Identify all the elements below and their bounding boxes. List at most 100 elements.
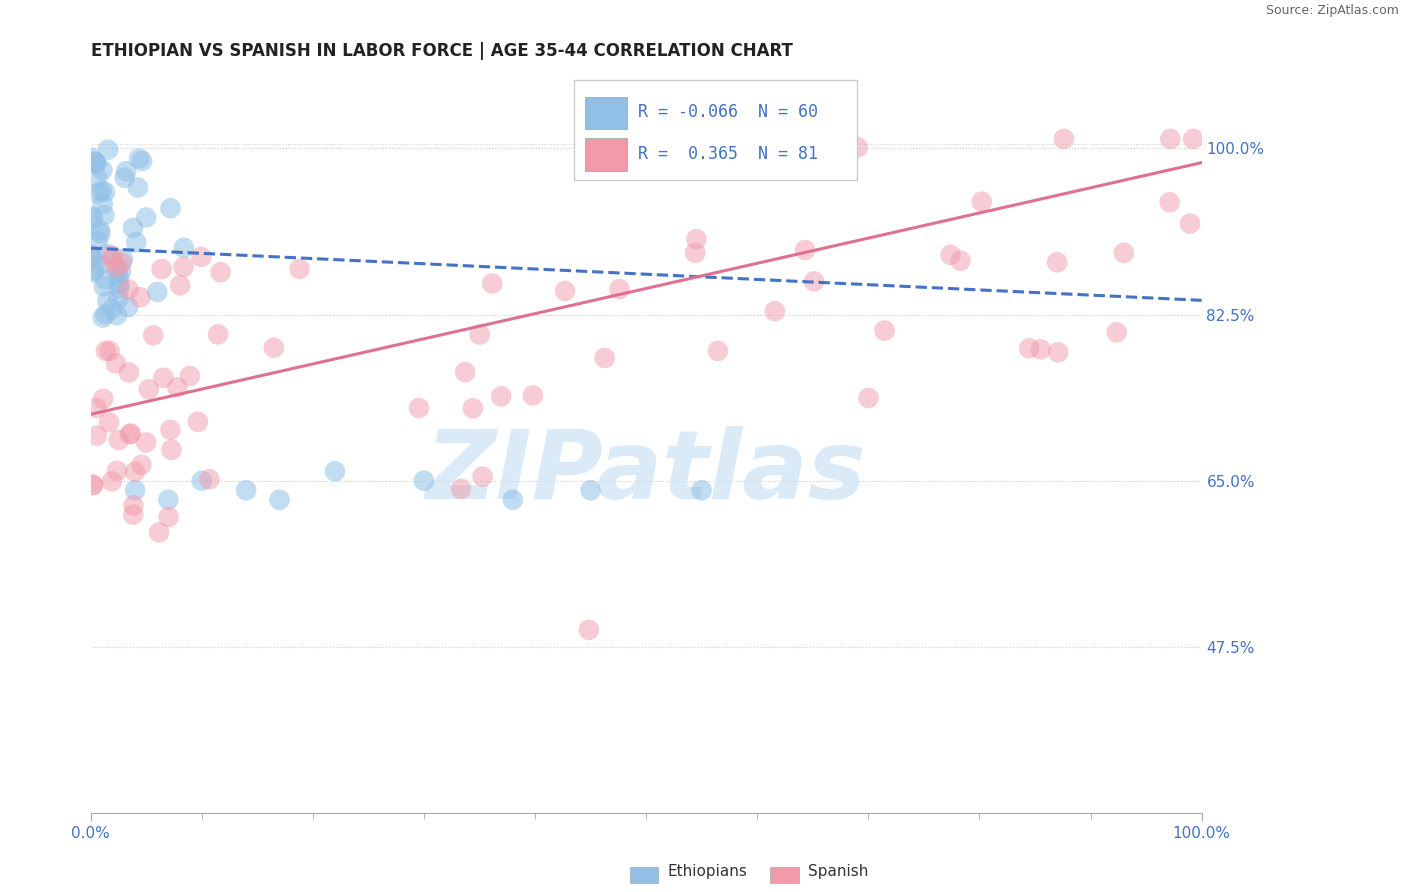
Point: [93, 279, 115, 293]
Point: [108, 277, 131, 291]
Point: [152, 371, 174, 385]
Point: [148, 525, 170, 540]
Point: [124, 465, 146, 479]
Point: [98, 343, 121, 358]
Point: [82, 478, 104, 492]
Point: [1029, 343, 1052, 357]
Point: [115, 164, 138, 178]
Point: [593, 351, 616, 365]
Point: [138, 382, 160, 396]
Point: [468, 327, 491, 342]
Point: [949, 253, 972, 268]
Point: [579, 483, 602, 498]
FancyBboxPatch shape: [585, 97, 627, 129]
Point: [80, 249, 103, 263]
Point: [90, 184, 112, 198]
Point: [105, 308, 128, 322]
Point: [105, 266, 128, 280]
Point: [129, 290, 152, 304]
Point: [114, 170, 136, 185]
Point: [1182, 132, 1205, 146]
Point: [80, 247, 103, 261]
Point: [80, 251, 103, 265]
Point: [1047, 345, 1070, 359]
Point: [91, 310, 114, 325]
Point: [94, 307, 117, 321]
Point: [91, 163, 114, 178]
FancyBboxPatch shape: [574, 79, 858, 180]
Point: [112, 252, 135, 266]
Point: [111, 256, 134, 270]
Point: [157, 492, 180, 507]
Point: [122, 508, 145, 522]
Point: [122, 220, 145, 235]
Point: [127, 180, 149, 194]
Point: [94, 272, 117, 286]
Point: [1112, 245, 1135, 260]
Point: [173, 241, 195, 255]
Point: [1046, 255, 1069, 269]
Point: [80, 209, 103, 223]
Point: [190, 250, 212, 264]
Point: [86, 170, 108, 185]
Text: R = -0.066  N = 60: R = -0.066 N = 60: [638, 103, 818, 121]
Point: [97, 415, 120, 429]
Point: [86, 401, 108, 415]
Point: [169, 278, 191, 293]
Point: [471, 469, 494, 483]
Point: [125, 235, 148, 250]
Point: [323, 464, 346, 478]
Text: Source: ZipAtlas.com: Source: ZipAtlas.com: [1265, 4, 1399, 18]
Point: [107, 271, 129, 285]
Point: [100, 475, 122, 489]
Point: [1105, 326, 1128, 340]
Text: Ethiopians: Ethiopians: [668, 864, 748, 879]
Point: [96, 247, 118, 261]
Point: [1053, 132, 1076, 146]
Point: [120, 426, 142, 441]
Point: [939, 248, 962, 262]
Point: [96, 294, 118, 309]
Point: [94, 343, 117, 358]
Point: [408, 401, 430, 415]
Point: [107, 260, 129, 275]
Point: [198, 472, 221, 486]
Point: [91, 392, 114, 406]
Point: [522, 388, 544, 402]
Point: [86, 428, 108, 442]
Point: [135, 211, 157, 225]
Point: [87, 234, 110, 248]
Point: [89, 223, 111, 237]
Point: [1159, 195, 1181, 210]
Point: [131, 153, 153, 168]
Point: [122, 499, 145, 513]
Point: [1159, 132, 1181, 146]
Text: R =  0.365  N = 81: R = 0.365 N = 81: [638, 145, 818, 163]
Point: [97, 143, 120, 157]
Point: [683, 245, 706, 260]
Point: [554, 284, 576, 298]
Point: [128, 152, 150, 166]
Point: [690, 483, 713, 498]
Text: Spanish: Spanish: [808, 864, 869, 879]
Point: [117, 300, 139, 314]
Point: [450, 482, 472, 496]
Point: [135, 435, 157, 450]
Point: [578, 623, 600, 637]
Point: [502, 492, 524, 507]
Point: [150, 262, 173, 277]
Text: ETHIOPIAN VS SPANISH IN LABOR FORCE | AGE 35-44 CORRELATION CHART: ETHIOPIAN VS SPANISH IN LABOR FORCE | AG…: [90, 42, 793, 60]
Point: [190, 474, 212, 488]
Point: [87, 186, 110, 201]
Point: [93, 208, 115, 222]
Point: [707, 343, 730, 358]
Point: [118, 366, 141, 380]
Point: [157, 510, 180, 524]
Point: [173, 260, 195, 274]
FancyBboxPatch shape: [585, 138, 627, 171]
Text: ZIPatlas: ZIPatlas: [426, 425, 866, 519]
Point: [142, 328, 165, 343]
Point: [89, 227, 111, 241]
Point: [763, 304, 786, 318]
Point: [159, 423, 181, 437]
